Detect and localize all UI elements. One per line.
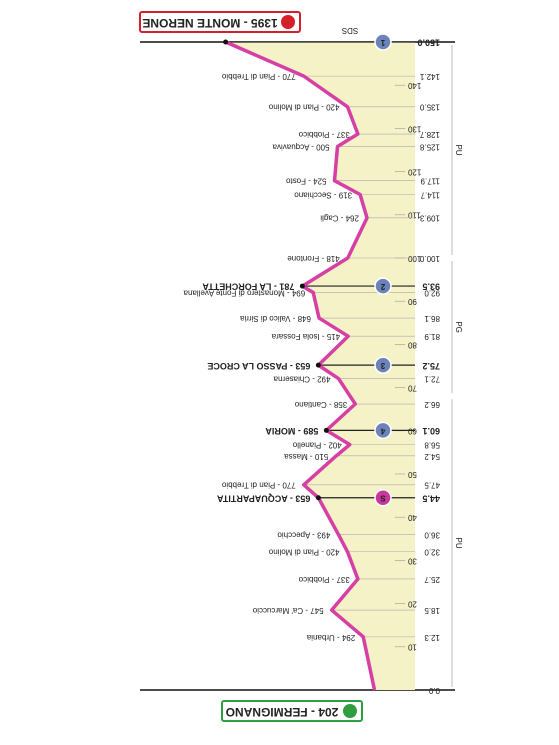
waypoint-label: 510 - Massa <box>284 452 329 461</box>
climb-marker-label: 1 <box>380 38 385 47</box>
waypoint-label: 500 - Acquaviva <box>272 142 329 151</box>
waypoint-label: 492 - Chiaserna <box>273 374 330 383</box>
waypoint-label: 524 - Fosto <box>285 177 326 186</box>
waypoint-label: 358 - Cantiano <box>294 400 347 409</box>
climb-marker <box>374 277 392 295</box>
km-label: 128.7 <box>419 130 440 139</box>
km-label: 100.0 <box>419 254 440 263</box>
waypoint-label: 415 - Isola Fossara <box>271 332 340 341</box>
climb-marker <box>374 421 392 440</box>
km-label: 81.9 <box>424 332 440 341</box>
climb-marker <box>374 33 392 51</box>
km-label: 93.5 <box>422 282 440 292</box>
climb-marker <box>374 489 392 507</box>
km-label: 125.8 <box>419 142 440 151</box>
km-label: 86.1 <box>424 314 440 323</box>
x-tick-label: 30 <box>407 556 416 565</box>
summit-point <box>223 39 229 45</box>
km-label: 0.0 <box>428 686 440 695</box>
waypoint-label: 653 - PASSO LA CROCE <box>207 361 310 371</box>
x-tick-label: 10 <box>407 643 416 652</box>
climb-marker-label: 2 <box>380 282 385 291</box>
km-label: 56.8 <box>424 441 440 450</box>
km-label: 32.0 <box>424 548 440 557</box>
waypoint-label: 337 - Piobbico <box>298 575 350 584</box>
waypoint-label: 402 - Pianello <box>292 441 341 450</box>
x-tick-label: 130 <box>407 124 421 133</box>
waypoint-label: 420 - Pian di Molino <box>268 103 339 112</box>
waypoint-label: 694 - Monastero di Fonte Avellana <box>183 288 305 297</box>
summit-point <box>315 495 321 501</box>
finish-label: 1395 - MONTE NERONE <box>142 16 277 30</box>
km-label: 12.3 <box>424 633 440 642</box>
climb-marker-label: 4 <box>380 426 385 435</box>
km-label: 114.7 <box>420 190 440 199</box>
finish-box <box>139 11 301 33</box>
km-label: 92.0 <box>424 288 440 297</box>
km-label: 117.9 <box>420 177 440 186</box>
km-label: 54.2 <box>424 452 440 461</box>
waypoint-label: 319 - Secchiano <box>294 190 352 199</box>
waypoint-label: 589 - MORIA <box>265 426 319 436</box>
km-label: 66.2 <box>424 400 440 409</box>
x-tick-label: 90 <box>407 297 416 306</box>
x-tick-label: 60 <box>407 427 416 436</box>
km-label: 47.5 <box>424 481 440 490</box>
x-tick-label: 120 <box>407 167 421 176</box>
waypoint-label: 653 - ACQUAPARTITA <box>217 493 311 503</box>
x-tick-label: 50 <box>407 470 416 479</box>
km-label: 44.5 <box>422 493 440 503</box>
waypoint-label: 770 - Pian di Trebbio <box>221 481 295 490</box>
waypoint-label: 420 - Pian di Molino <box>268 548 339 557</box>
waypoint-label: 770 - Pian di Trebbio <box>221 72 295 81</box>
summit-point <box>299 283 305 289</box>
km-label: 36.0 <box>424 530 440 539</box>
annotation: SDS <box>342 26 358 35</box>
summit-point <box>323 427 329 433</box>
x-tick-label: 80 <box>407 340 416 349</box>
waypoint-label: 547 - Ca' Marcuccio <box>252 606 323 615</box>
climb-marker-label: S <box>380 494 386 503</box>
km-label: 25.7 <box>424 575 440 584</box>
waypoint-label: 493 - Apecchio <box>277 530 330 539</box>
waypoint-label: 264 - Cagli <box>320 214 359 223</box>
waypoint-label: 294 - Urbania <box>306 633 355 642</box>
x-tick-label: 110 <box>407 211 420 220</box>
km-label: 18.5 <box>424 606 440 615</box>
climb-marker <box>374 356 392 374</box>
waypoint-label: 648 - Valico di Sirria <box>239 314 311 323</box>
zone-label: PU <box>454 538 463 549</box>
summit-point <box>315 362 321 368</box>
zone-label: PU <box>454 144 463 155</box>
start-icon <box>343 704 357 718</box>
waypoint-label: 418 - Frontone <box>287 254 340 263</box>
km-label: 150.0 <box>417 38 440 48</box>
km-label: 142.1 <box>419 72 440 81</box>
start-box <box>221 700 363 722</box>
waypoint-label: 337 - Piobbico <box>298 130 350 139</box>
x-tick-label: 40 <box>407 513 416 522</box>
km-label: 135.0 <box>419 103 440 112</box>
x-tick-label: 20 <box>407 599 416 608</box>
km-label: 75.2 <box>422 361 440 371</box>
x-tick-label: 100 <box>407 254 421 263</box>
finish-icon <box>281 15 295 29</box>
climb-marker-label: 3 <box>380 361 385 370</box>
zone-label: PG <box>454 321 463 333</box>
waypoint-label: 781 - LA FORCHETTA <box>202 282 295 292</box>
x-tick-label: 140 <box>407 81 421 90</box>
x-tick-label: 70 <box>407 383 416 392</box>
km-label: 60.1 <box>422 426 440 436</box>
start-label: 204 - FERMIGNANO <box>226 705 339 719</box>
km-label: 72.1 <box>424 374 440 383</box>
km-label: 109.3 <box>419 214 440 223</box>
